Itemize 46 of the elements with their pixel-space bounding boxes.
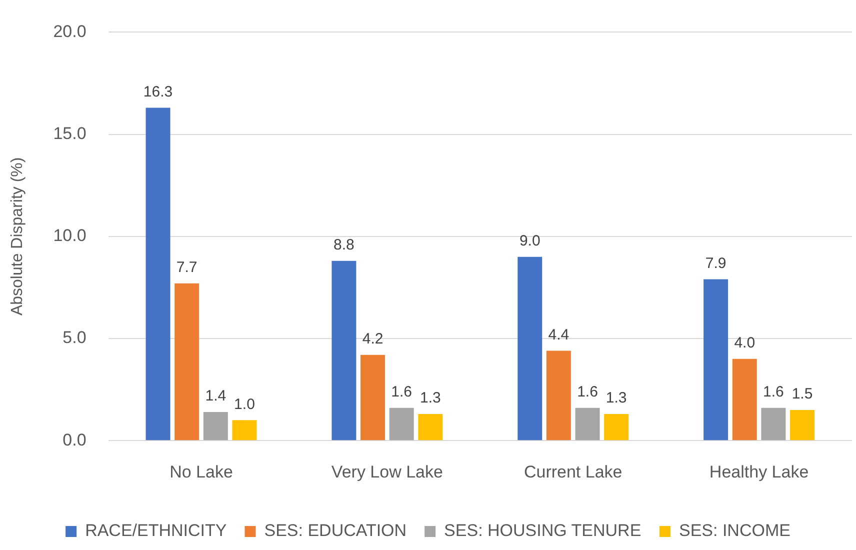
data-label: 1.4 xyxy=(205,388,226,405)
legend-label: RACE/ETHNICITY xyxy=(85,521,227,540)
bar xyxy=(418,414,443,440)
bar xyxy=(360,354,386,440)
data-label: 1.3 xyxy=(420,390,441,407)
bar xyxy=(174,283,200,440)
bar xyxy=(732,358,757,440)
y-axis-title: Absolute Disparity (%) xyxy=(9,157,26,316)
bar xyxy=(604,414,629,440)
y-tick-label: 20.0 xyxy=(53,22,86,41)
bar xyxy=(389,408,414,440)
bar xyxy=(704,279,728,440)
data-label: 9.0 xyxy=(519,232,540,250)
bar xyxy=(790,410,815,440)
y-tick-label: 10.0 xyxy=(53,226,86,246)
x-tick-label: Healthy Lake xyxy=(709,462,809,482)
data-label: 8.8 xyxy=(334,236,354,254)
legend-label: SES: EDUCATION xyxy=(264,521,407,540)
data-label: 4.0 xyxy=(734,334,756,352)
y-tick-label: 0.0 xyxy=(62,430,86,450)
legend-label: SES: HOUSING TENURE xyxy=(444,521,642,540)
x-tick-label: Very Low Lake xyxy=(331,462,443,482)
bar xyxy=(332,260,356,440)
y-tick-label: 15.0 xyxy=(53,124,86,143)
legend-label: SES: INCOME xyxy=(678,521,790,540)
data-label: 1.6 xyxy=(391,384,412,401)
data-label: 1.6 xyxy=(577,384,598,401)
x-tick-label: Current Lake xyxy=(524,462,622,482)
data-label: 7.7 xyxy=(176,259,198,276)
data-label: 4.2 xyxy=(362,330,384,348)
data-label: 1.3 xyxy=(606,390,627,407)
bar xyxy=(546,350,571,440)
x-tick-label: No Lake xyxy=(170,462,233,482)
bar xyxy=(575,408,600,440)
bar xyxy=(761,408,786,440)
bar xyxy=(232,420,257,440)
data-label: 1.6 xyxy=(763,384,784,401)
data-label: 4.4 xyxy=(548,326,570,344)
data-label: 16.3 xyxy=(143,83,173,100)
bar xyxy=(518,256,542,440)
y-tick-label: 5.0 xyxy=(62,328,86,348)
bar xyxy=(203,412,228,440)
data-label: 1.5 xyxy=(792,386,813,403)
bar xyxy=(146,108,170,440)
data-label: 1.0 xyxy=(234,396,255,413)
data-label: 7.9 xyxy=(705,254,726,272)
